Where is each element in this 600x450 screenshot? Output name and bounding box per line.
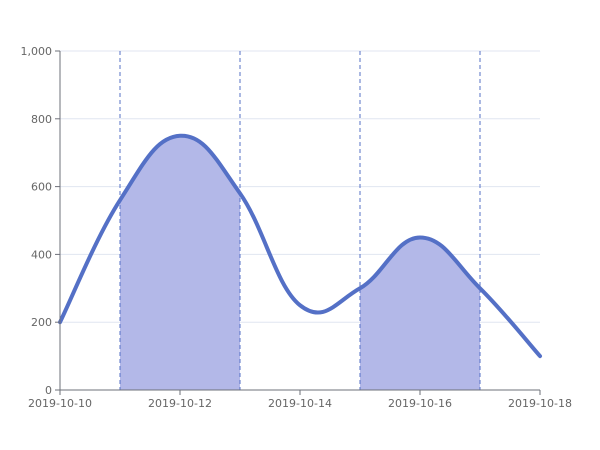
x-tick-label: 2019-10-16 [388, 397, 452, 410]
series-line [58, 133, 542, 359]
y-tick-label: 800 [31, 113, 52, 126]
y-tick-label: 0 [45, 384, 52, 397]
y-tick-label: 600 [31, 181, 52, 194]
y-tick-label: 1,000 [21, 45, 53, 58]
shaded-area [120, 135, 240, 390]
shaded-area [360, 237, 480, 390]
x-tick-label: 2019-10-14 [268, 397, 332, 410]
shaded-ranges [119, 51, 481, 390]
x-tick-label: 2019-10-18 [508, 397, 572, 410]
x-tick-label: 2019-10-12 [148, 397, 212, 410]
y-tick-label: 400 [31, 248, 52, 261]
y-tick-label: 200 [31, 316, 52, 329]
x-tick-label: 2019-10-10 [28, 397, 92, 410]
axes [55, 50, 541, 395]
series-layer [58, 133, 542, 359]
tick-labels: 0 200 400 600 800 1,000 2019-10-10 2019-10-12 20… [21, 45, 572, 410]
